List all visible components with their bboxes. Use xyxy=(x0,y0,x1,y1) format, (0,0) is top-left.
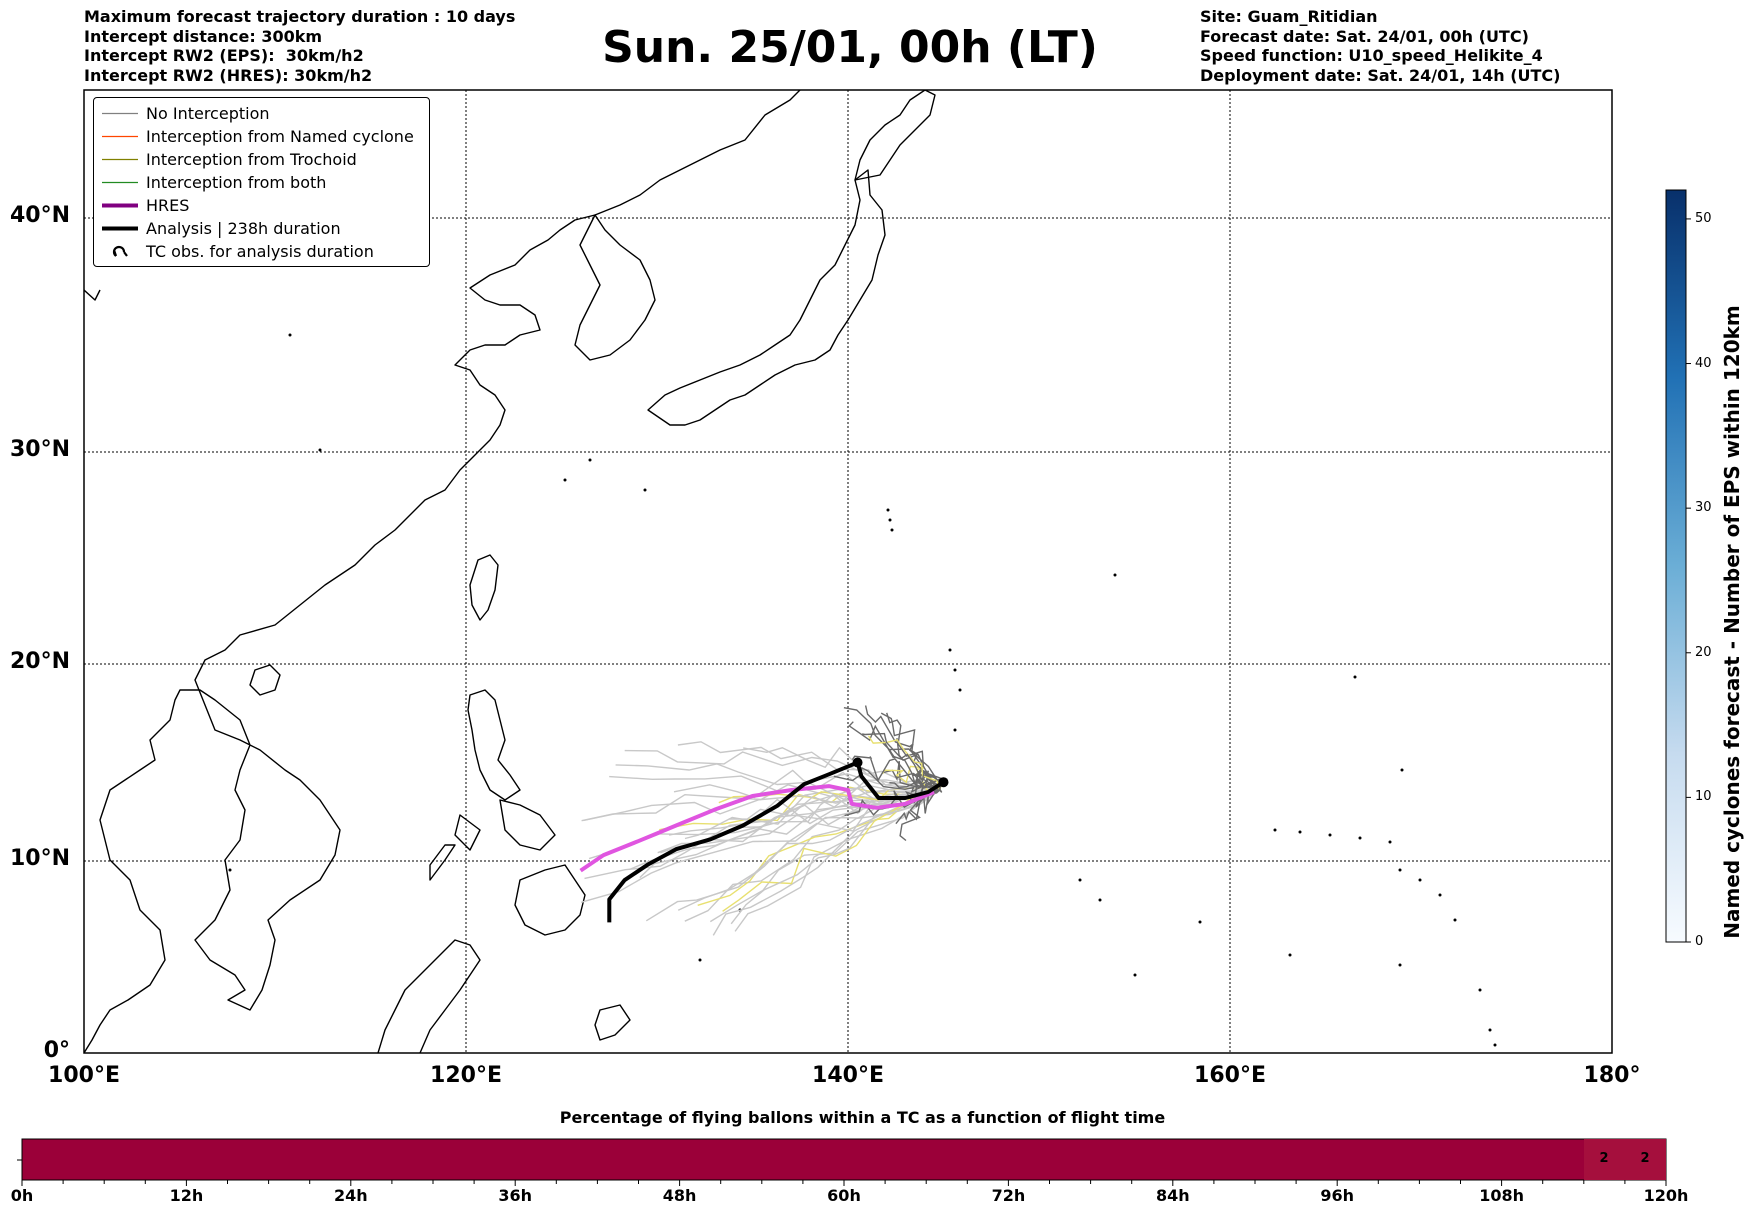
hainan-coast xyxy=(249,664,281,696)
ensemble-track xyxy=(645,789,940,922)
flight-time-cell xyxy=(1584,1139,1625,1180)
legend-line-symbol xyxy=(102,158,138,161)
flight-time-tick-label: 24h xyxy=(333,1186,368,1205)
colorbar-tick-label: 0 xyxy=(1695,934,1704,949)
header-right-line: Speed function: U10_speed_Helikite_4 xyxy=(1200,46,1543,65)
flight-time-tick-label: 84h xyxy=(1155,1186,1190,1205)
legend-line-symbol xyxy=(102,203,138,208)
flight-time-cell-value: 2 xyxy=(1599,1151,1609,1166)
ensemble-track xyxy=(624,749,940,791)
ensemble-track xyxy=(709,789,941,923)
colorbar-tick-label: 10 xyxy=(1695,789,1712,805)
flight-time-bar-title: Percentage of flying ballons within a TC… xyxy=(559,1108,1166,1127)
map-legend: No Interception Interception from Named … xyxy=(93,97,430,267)
ensemble-track xyxy=(843,707,941,791)
legend-label: No Interception xyxy=(146,104,270,123)
lon-label-180: 180° xyxy=(1583,1063,1641,1088)
ensemble-track xyxy=(583,786,940,822)
analysis-end-marker xyxy=(938,777,949,788)
ensemble-track xyxy=(864,705,941,791)
flight-time-bar xyxy=(21,1138,1667,1181)
legend-line-symbol xyxy=(102,181,138,184)
flight-time-tick-label: 96h xyxy=(1320,1186,1355,1205)
hokkaido-coast xyxy=(854,90,936,181)
lon-label-160e: 160°E xyxy=(1194,1063,1266,1088)
colorbar-tick-label: 30 xyxy=(1695,500,1712,516)
mindanao-coast xyxy=(514,864,586,936)
flight-time-tick-label: 108h xyxy=(1479,1186,1524,1205)
header-left-line: Maximum forecast trajectory duration : 1… xyxy=(84,7,516,26)
header-left-line: Intercept RW2 (EPS): 30km/h2 xyxy=(84,46,364,65)
bottom-bar-ticks xyxy=(21,1180,1667,1186)
coastlines xyxy=(84,90,936,1053)
ensemble-track xyxy=(730,789,941,925)
colorbar-tick-label: 20 xyxy=(1695,644,1712,660)
korea-coast xyxy=(574,214,656,361)
gridlines xyxy=(84,90,1612,1053)
flight-time-tick-label: 120h xyxy=(1643,1186,1689,1205)
legend-label: Analysis | 238h duration xyxy=(146,219,341,238)
lat-label-20n: 20°N xyxy=(9,649,70,674)
colorbar xyxy=(1665,189,1687,943)
islands xyxy=(228,333,1497,1047)
colorbar-tick-label: 40 xyxy=(1695,355,1712,371)
flight-time-tick-label: 36h xyxy=(498,1186,533,1205)
legend-label: Interception from Named cyclone xyxy=(146,127,414,146)
lat-label-0: 0° xyxy=(43,1038,70,1063)
japan-coast xyxy=(647,169,886,426)
palawan-coast xyxy=(429,844,456,881)
legend-label: Interception from Trochoid xyxy=(146,150,357,169)
colorbar-ticks xyxy=(1686,218,1691,943)
header-right-info: Site: Guam_Ritidian Forecast date: Sat. … xyxy=(1200,7,1560,85)
analysis-turn-marker xyxy=(852,757,863,768)
lon-label-100e: 100°E xyxy=(48,1063,120,1088)
header-right-line: Deployment date: Sat. 24/01, 14h (UTC) xyxy=(1200,65,1561,85)
ensemble-track xyxy=(867,735,941,791)
cyclone-icon xyxy=(112,245,128,257)
borneo-coast xyxy=(377,939,481,1053)
legend-line-symbol xyxy=(102,226,138,231)
page-title: Sun. 25/01, 00h (LT) xyxy=(602,22,1098,73)
ensemble-track xyxy=(897,770,941,791)
header-right-line: Forecast date: Sat. 24/01, 00h (UTC) xyxy=(1200,26,1529,46)
legend-label: Interception from both xyxy=(146,173,327,192)
ensemble-track xyxy=(580,789,940,903)
flight-time-tick-label: 48h xyxy=(662,1186,697,1205)
sulawesi-coast xyxy=(594,1004,631,1041)
header-right-line: Site: Guam_Ritidian xyxy=(1200,7,1378,26)
ensemble-track xyxy=(673,769,940,801)
legend-label: TC obs. for analysis duration xyxy=(146,242,374,261)
lat-label-40n: 40°N xyxy=(9,203,70,228)
lat-label-10n: 10°N xyxy=(9,846,70,871)
taiwan-coast xyxy=(469,554,499,621)
header-left-line: Intercept RW2 (HRES): 30km/h2 xyxy=(84,65,373,85)
visayas-coast xyxy=(454,799,556,851)
luzon-coast xyxy=(467,689,521,801)
lon-label-120e: 120°E xyxy=(430,1063,502,1088)
legend-line-symbol xyxy=(102,112,138,115)
lon-label-140e: 140°E xyxy=(812,1063,884,1088)
flight-time-tick-label: 12h xyxy=(169,1186,204,1205)
colorbar-title: Named cyclones forecast - Number of EPS … xyxy=(1720,305,1744,939)
legend-line-symbol xyxy=(102,135,138,138)
analysis-track xyxy=(607,760,945,923)
lat-label-30n: 30°N xyxy=(9,437,70,462)
legend-label: HRES xyxy=(146,196,190,215)
ensemble-track xyxy=(861,732,941,791)
flight-time-tick-label: 0h xyxy=(10,1186,34,1205)
flight-time-cell-value: 2 xyxy=(1640,1151,1650,1166)
mainland-asia-coast xyxy=(84,90,801,1053)
header-left-line: Intercept distance: 300km xyxy=(84,26,323,46)
flight-time-cell xyxy=(1625,1139,1666,1180)
flight-time-tick-label: 72h xyxy=(991,1186,1026,1205)
header-left-info: Maximum forecast trajectory duration : 1… xyxy=(84,7,515,85)
hres-track xyxy=(579,784,935,873)
colorbar-tick-label: 50 xyxy=(1695,210,1712,226)
flight-time-tick-label: 60h xyxy=(827,1186,861,1205)
